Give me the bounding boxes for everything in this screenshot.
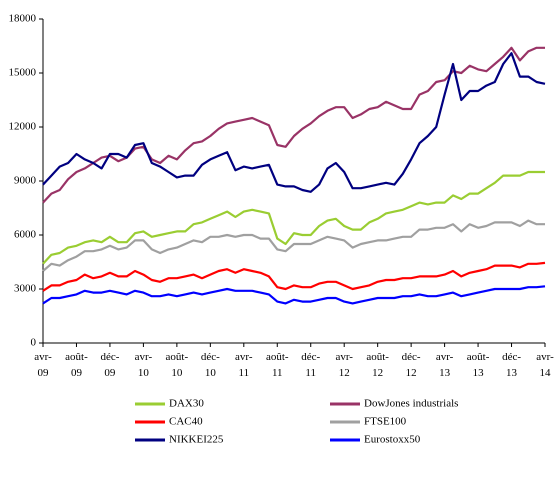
- x-tick-label: août-12: [366, 351, 389, 379]
- y-tick-label: 15000: [9, 67, 37, 79]
- y-tick-label: 18000: [9, 13, 37, 25]
- x-tick-label: avr-11: [235, 351, 253, 379]
- series-line: [42, 46, 545, 204]
- series-line: [42, 219, 545, 272]
- x-tick-label: août-11: [265, 351, 289, 379]
- y-tick-label: 9000: [14, 175, 37, 187]
- legend-label: DAX30: [169, 398, 204, 410]
- legend-label: CAC40: [169, 416, 203, 428]
- x-tick-label: déc-13: [502, 351, 521, 379]
- series-line: [42, 170, 545, 265]
- y-tick-label: 3000: [14, 283, 37, 295]
- x-tick-label: avr-13: [435, 351, 454, 379]
- y-tick-label: 12000: [9, 121, 37, 133]
- x-tick-label: déc-09: [100, 351, 120, 379]
- series-line: [42, 261, 546, 292]
- legend-label: DowJones industrials: [364, 398, 458, 410]
- y-tick-label: 0: [31, 337, 37, 349]
- series-line: [42, 52, 546, 193]
- x-tick-label: déc-12: [401, 351, 421, 379]
- x-tick-label: avr-10: [134, 351, 153, 379]
- x-tick-label: août-09: [65, 351, 88, 379]
- x-tick-label: août-13: [466, 351, 490, 379]
- x-tick-label: déc-10: [200, 351, 220, 379]
- legend-label: FTSE100: [364, 416, 407, 428]
- x-tick-label: avr-14: [536, 351, 554, 379]
- series-line: [42, 285, 546, 305]
- legend-label: Eurostoxx50: [364, 434, 421, 446]
- x-tick-label: avr-12: [335, 351, 353, 379]
- x-tick-label: avr-09: [34, 351, 52, 379]
- legend-label: NIKKEI225: [169, 434, 224, 446]
- x-tick-label: août-10: [165, 351, 189, 379]
- y-tick-label: 6000: [14, 229, 37, 241]
- x-tick-label: déc-11: [301, 351, 321, 379]
